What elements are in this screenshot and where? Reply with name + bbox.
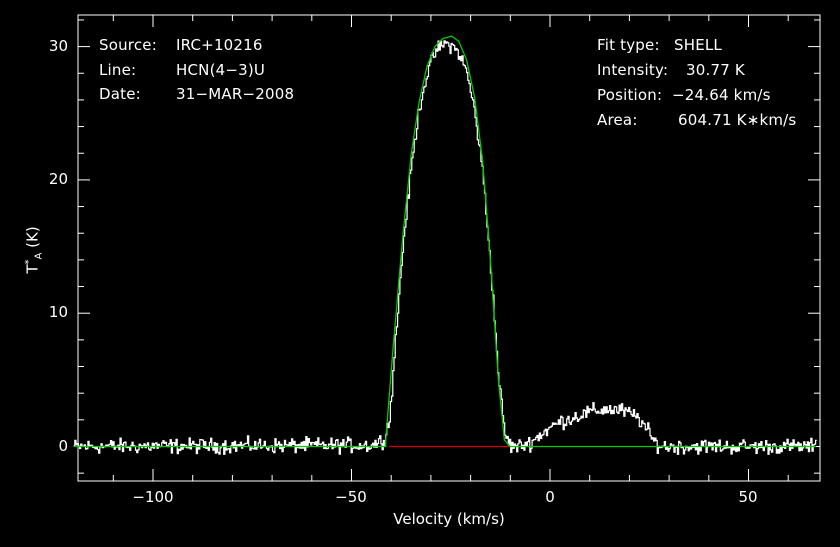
fit-type-value: SHELL: [674, 36, 722, 54]
intensity-value: 30.77 K: [686, 61, 745, 79]
line-key: Line:: [99, 61, 137, 79]
y-tick-label-10: 10: [48, 303, 68, 321]
x-tick-label-0: 0: [545, 488, 555, 506]
fit-type-key: Fit type:: [597, 36, 660, 54]
area-value: 604.71 K∗km/s: [678, 111, 797, 129]
position-key: Position:: [597, 86, 663, 104]
x-tick-label-50: 50: [738, 488, 758, 506]
x-axis-label: Velocity (km/s): [393, 510, 505, 528]
y-tick-label-20: 20: [48, 170, 68, 188]
x-tick-label-minus50: −50: [335, 488, 367, 506]
plot-frame: [77, 14, 821, 482]
source-key: Source:: [99, 36, 157, 54]
area-key: Area:: [597, 111, 638, 129]
y-axis-symbol: T: [23, 264, 42, 274]
position-value: −24.64 km/s: [672, 86, 771, 104]
y-tick-label-30: 30: [48, 37, 68, 55]
y-axis-sup: *: [23, 259, 35, 265]
date-key: Date:: [99, 85, 141, 103]
y-axis-unit: (K): [23, 226, 42, 248]
y-tick-label-0: 0: [58, 437, 68, 455]
source-value: IRC+10216: [176, 36, 263, 54]
intensity-key: Intensity:: [597, 61, 669, 79]
y-axis-label: T*A (K): [24, 226, 45, 273]
y-axis-sub: A: [33, 252, 45, 260]
line-value: HCN(4−3)U: [176, 61, 266, 79]
shell-fit-line: [73, 35, 816, 448]
x-tick-label-minus100: −100: [132, 488, 174, 506]
date-value: 31−MAR−2008: [176, 85, 295, 103]
axis-ticks: [78, 15, 820, 481]
